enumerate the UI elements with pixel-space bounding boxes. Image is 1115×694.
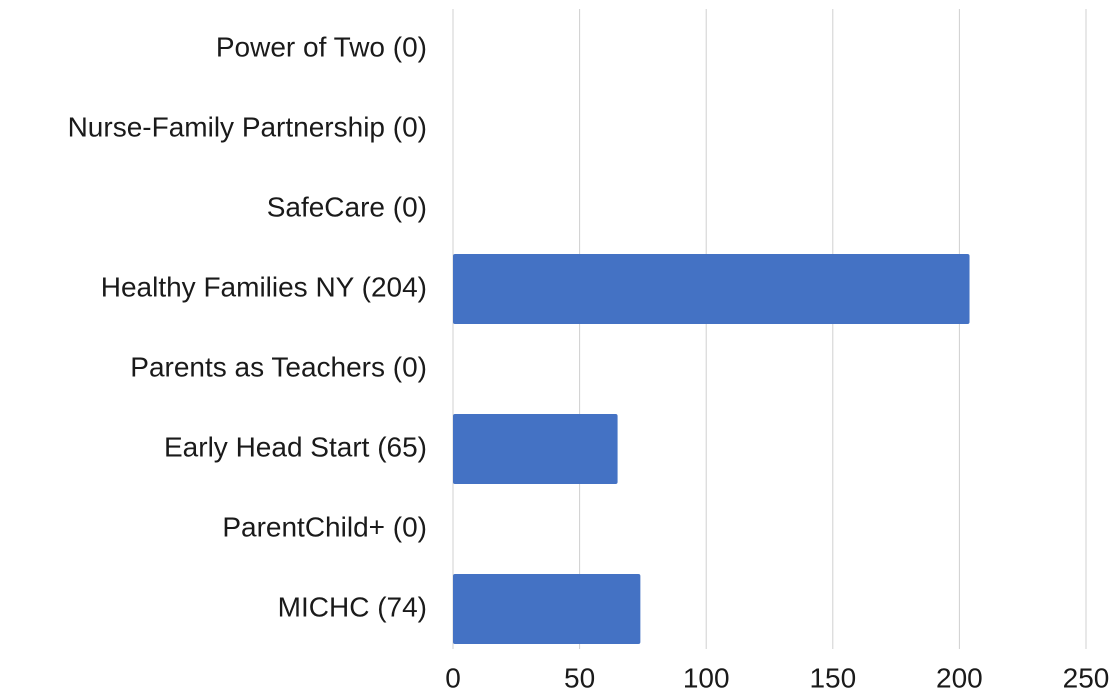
y-tick-label: ParentChild+ (0) [222, 511, 427, 542]
bar [453, 254, 970, 324]
y-tick-label: SafeCare (0) [267, 191, 427, 222]
y-tick-label: Nurse-Family Partnership (0) [68, 111, 427, 142]
x-tick-label: 150 [809, 662, 856, 693]
x-tick-label: 250 [1063, 662, 1110, 693]
y-tick-label: Early Head Start (65) [164, 431, 427, 462]
y-tick-label: MICHC (74) [278, 591, 427, 622]
bar [453, 414, 618, 484]
bar [453, 574, 641, 644]
y-tick-label: Power of Two (0) [216, 31, 427, 62]
y-tick-label: Healthy Families NY (204) [101, 271, 427, 302]
x-tick-label: 200 [936, 662, 983, 693]
x-tick-label: 100 [683, 662, 730, 693]
x-tick-label: 0 [445, 662, 461, 693]
x-tick-label: 50 [564, 662, 595, 693]
y-tick-label: Parents as Teachers (0) [130, 351, 427, 382]
